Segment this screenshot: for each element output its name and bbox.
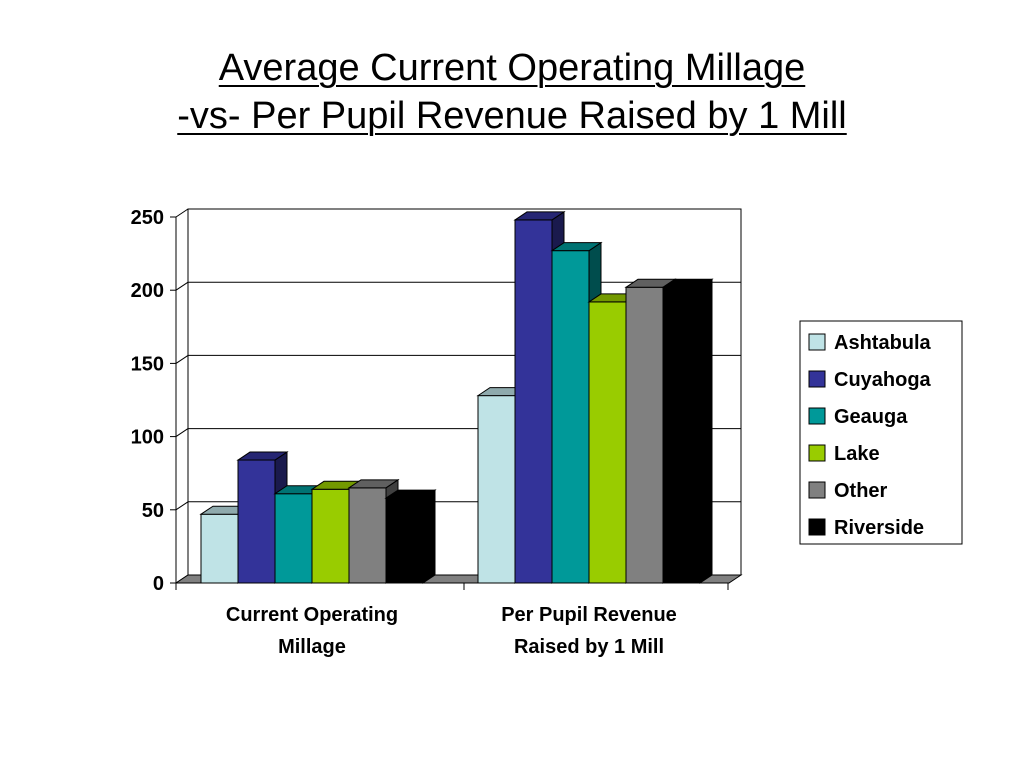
legend-swatch	[808, 518, 826, 536]
bar	[551, 250, 590, 584]
legend	[799, 320, 963, 545]
legend-label: Cuyahoga	[834, 369, 932, 391]
legend-swatch	[808, 370, 826, 388]
gridline-side	[175, 208, 189, 218]
gridline-side	[175, 281, 189, 291]
gridline-side	[175, 501, 189, 511]
y-tick-label: 50	[142, 500, 164, 522]
chart-title: Average Current Operating Millage -vs- P…	[0, 44, 1024, 140]
bar	[588, 301, 627, 584]
legend-swatch	[808, 444, 826, 462]
bar	[514, 219, 553, 584]
y-tick-label: 150	[131, 353, 164, 375]
bar	[662, 286, 701, 584]
y-tick-label: 100	[131, 427, 164, 449]
bar-top	[661, 278, 714, 288]
chart-title-line-1: Average Current Operating Millage	[218, 47, 806, 89]
x-category-label: Raised by 1 Mill	[514, 636, 664, 658]
legend-swatch	[808, 407, 826, 425]
bar-side	[699, 278, 713, 584]
legend-label: Other	[834, 480, 888, 502]
gridline-side	[175, 428, 189, 438]
bar	[311, 488, 350, 584]
bar	[477, 395, 516, 584]
y-tick-label: 0	[153, 573, 164, 595]
y-tick-label: 200	[131, 280, 164, 302]
bar-group	[199, 451, 437, 584]
x-category-label: Millage	[278, 636, 346, 658]
bar	[385, 497, 424, 584]
legend-label: Ashtabula	[834, 332, 932, 354]
bar	[237, 459, 276, 584]
bar-top	[347, 479, 400, 489]
legend-swatch	[808, 333, 826, 351]
bar-group	[476, 210, 714, 584]
legend-swatch	[808, 481, 826, 499]
legend-label: Riverside	[834, 517, 924, 539]
bar	[200, 513, 239, 584]
gridline-side	[175, 354, 189, 364]
x-category-label: Current Operating	[226, 604, 398, 626]
bar-top	[236, 451, 289, 461]
bar	[625, 286, 664, 584]
legend-label: Lake	[834, 443, 880, 465]
bar-top	[550, 242, 603, 252]
bar	[348, 487, 387, 584]
y-tick-label: 250	[131, 207, 164, 229]
bar	[274, 493, 313, 584]
chart-title-line-2: -vs- Per Pupil Revenue Raised by 1 Mill	[177, 95, 847, 137]
bar-side	[422, 489, 436, 584]
bar-top	[384, 489, 437, 499]
legend-label: Geauga	[834, 406, 908, 428]
bar-top	[513, 211, 566, 221]
x-category-label: Per Pupil Revenue	[501, 604, 677, 626]
